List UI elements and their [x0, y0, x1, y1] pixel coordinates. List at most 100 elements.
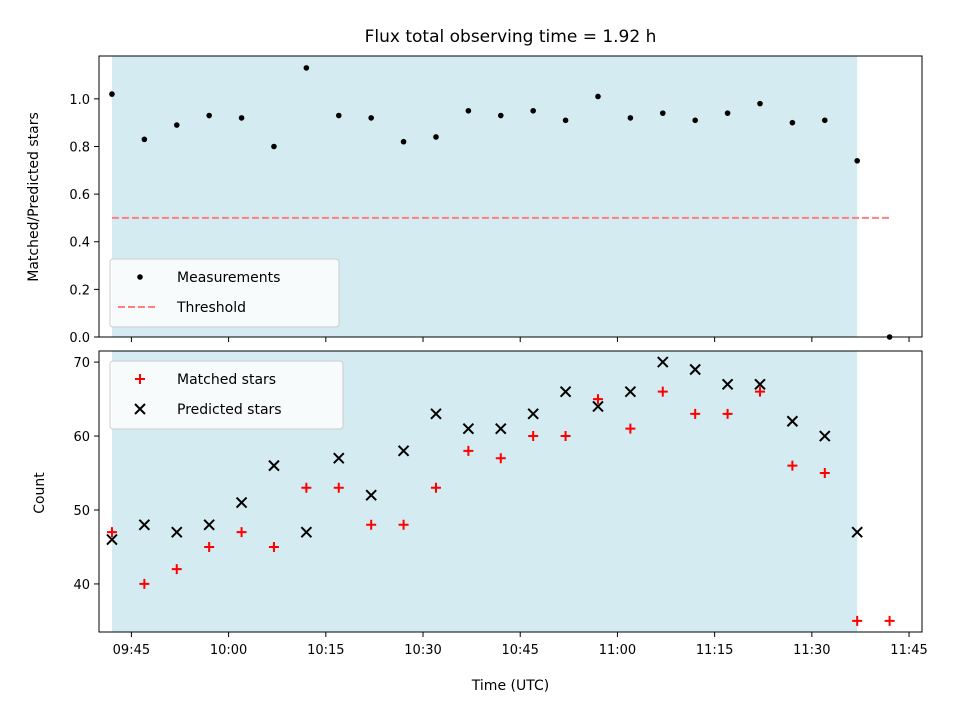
- predicted-stars-point: [333, 452, 345, 464]
- legend-label: Matched stars: [177, 372, 276, 388]
- measurement-point: [692, 117, 698, 124]
- legend-box: [109, 258, 340, 328]
- predicted-stars-point: [559, 385, 572, 398]
- predicted-stars-point: [495, 422, 507, 435]
- top-y-axis-label: Matched/Predicted stars: [26, 112, 42, 282]
- measurement-point: [595, 93, 601, 100]
- measurement-point: [854, 157, 860, 164]
- plot-frame: [98, 55, 923, 338]
- matched-stars-point: [333, 482, 344, 493]
- measurement-point: [659, 110, 666, 116]
- predicted-stars-point: [430, 408, 442, 420]
- matched-stars-point: [463, 445, 474, 456]
- predicted-stars-point: [106, 533, 118, 546]
- measurement-point: [368, 115, 374, 121]
- matched-stars-point: [398, 519, 409, 530]
- matched-stars-point: [657, 386, 668, 397]
- measurement-point: [627, 115, 634, 121]
- measurement-point: [497, 112, 504, 119]
- y-tick-label: 0.4: [69, 236, 90, 251]
- x-tick-label: 10:15: [307, 643, 344, 658]
- predicted-stars-point: [689, 363, 701, 376]
- predicted-stars-point: [365, 489, 377, 501]
- matched-stars-point: [236, 527, 247, 538]
- matched-stars-point: [592, 394, 603, 405]
- matched-stars-point: [171, 564, 182, 575]
- x-tick-label: 11:00: [599, 643, 636, 658]
- y-tick-label: 0.8: [69, 140, 90, 155]
- measurement-point: [141, 136, 148, 143]
- measurement-point: [206, 112, 212, 119]
- matched-stars-point: [819, 468, 830, 479]
- predicted-stars-point: [624, 385, 637, 398]
- matched-stars-point: [787, 460, 798, 471]
- legend-box: [109, 360, 344, 430]
- legend-swatch-measurements: [137, 274, 143, 280]
- matched-stars-point: [268, 541, 279, 552]
- bottom-y-axis-label: Count: [32, 472, 48, 514]
- predicted-stars-point: [300, 526, 313, 538]
- matched-stars-point: [301, 482, 312, 493]
- predicted-stars-point: [235, 496, 248, 509]
- predicted-stars-point: [786, 415, 799, 427]
- predicted-stars-point: [527, 408, 539, 420]
- y-tick-label: 40: [73, 578, 90, 593]
- measurement-point: [173, 122, 180, 128]
- legend-swatch-matched-stars: [135, 374, 145, 384]
- measurement-point: [335, 112, 342, 119]
- measurement-point: [433, 134, 439, 140]
- predicted-stars-point: [203, 519, 215, 531]
- y-tick-label: 60: [73, 430, 90, 445]
- x-tick-label: 11:45: [890, 643, 927, 658]
- x-axis-label: Time (UTC): [471, 678, 549, 694]
- measurement-point: [757, 100, 763, 107]
- measurement-point: [109, 91, 115, 97]
- matched-stars-point: [754, 386, 765, 397]
- matched-stars-point: [690, 408, 701, 419]
- measurement-point: [821, 117, 828, 124]
- measurement-point: [271, 143, 277, 150]
- y-tick-label: 0.6: [69, 188, 90, 203]
- bottom-panel: 40 50 60 70 09:45 10:00 10:15 10:30 10:45 11:00 11…: [73, 350, 928, 658]
- y-tick-label: 1.0: [69, 93, 90, 108]
- measurement-point: [789, 119, 796, 126]
- x-tick-label: 11:15: [696, 643, 733, 658]
- predicted-stars-point: [462, 422, 475, 435]
- predicted-stars-point: [721, 378, 734, 390]
- measurement-point: [303, 65, 310, 71]
- predicted-stars-point: [171, 526, 183, 538]
- legend-label: Threshold: [176, 300, 246, 316]
- x-tick-label: 09:45: [113, 643, 150, 658]
- matched-stars-point: [884, 615, 895, 626]
- chart-title: Flux total observing time = 1.92 h: [365, 27, 657, 47]
- legend-swatch-predicted-stars: [134, 403, 146, 415]
- matched-stars-point: [852, 615, 863, 626]
- matched-stars-point: [722, 408, 733, 419]
- x-tick-label: 10:30: [404, 643, 441, 658]
- predicted-stars-point: [819, 430, 831, 442]
- predicted-stars-point: [397, 445, 410, 457]
- legend-label: Predicted stars: [177, 402, 282, 418]
- x-tick-label: 11:30: [793, 643, 830, 658]
- y-tick-label: 0.2: [69, 283, 90, 298]
- matched-stars-point: [560, 431, 571, 442]
- measurement-point: [724, 110, 731, 116]
- measurement-point: [400, 138, 407, 145]
- measurement-point: [465, 107, 472, 114]
- legend-label: Measurements: [177, 270, 280, 286]
- predicted-stars-point: [657, 356, 669, 368]
- measurement-point: [562, 117, 569, 124]
- matched-stars-point: [139, 578, 150, 589]
- matched-stars-point: [495, 453, 506, 464]
- predicted-stars-point: [268, 459, 280, 472]
- predicted-stars-point: [592, 400, 604, 413]
- y-tick-label: 70: [73, 356, 90, 371]
- measurement-point: [238, 115, 245, 121]
- matched-stars-point: [204, 541, 215, 552]
- predicted-stars-point: [851, 526, 863, 538]
- top-panel: 0.0 0.2 0.4 0.6 0.8 1.0 Measurements Threshold: [69, 55, 923, 346]
- matched-stars-point: [106, 527, 117, 538]
- matched-stars-point: [366, 519, 377, 530]
- predicted-stars-point: [138, 519, 151, 531]
